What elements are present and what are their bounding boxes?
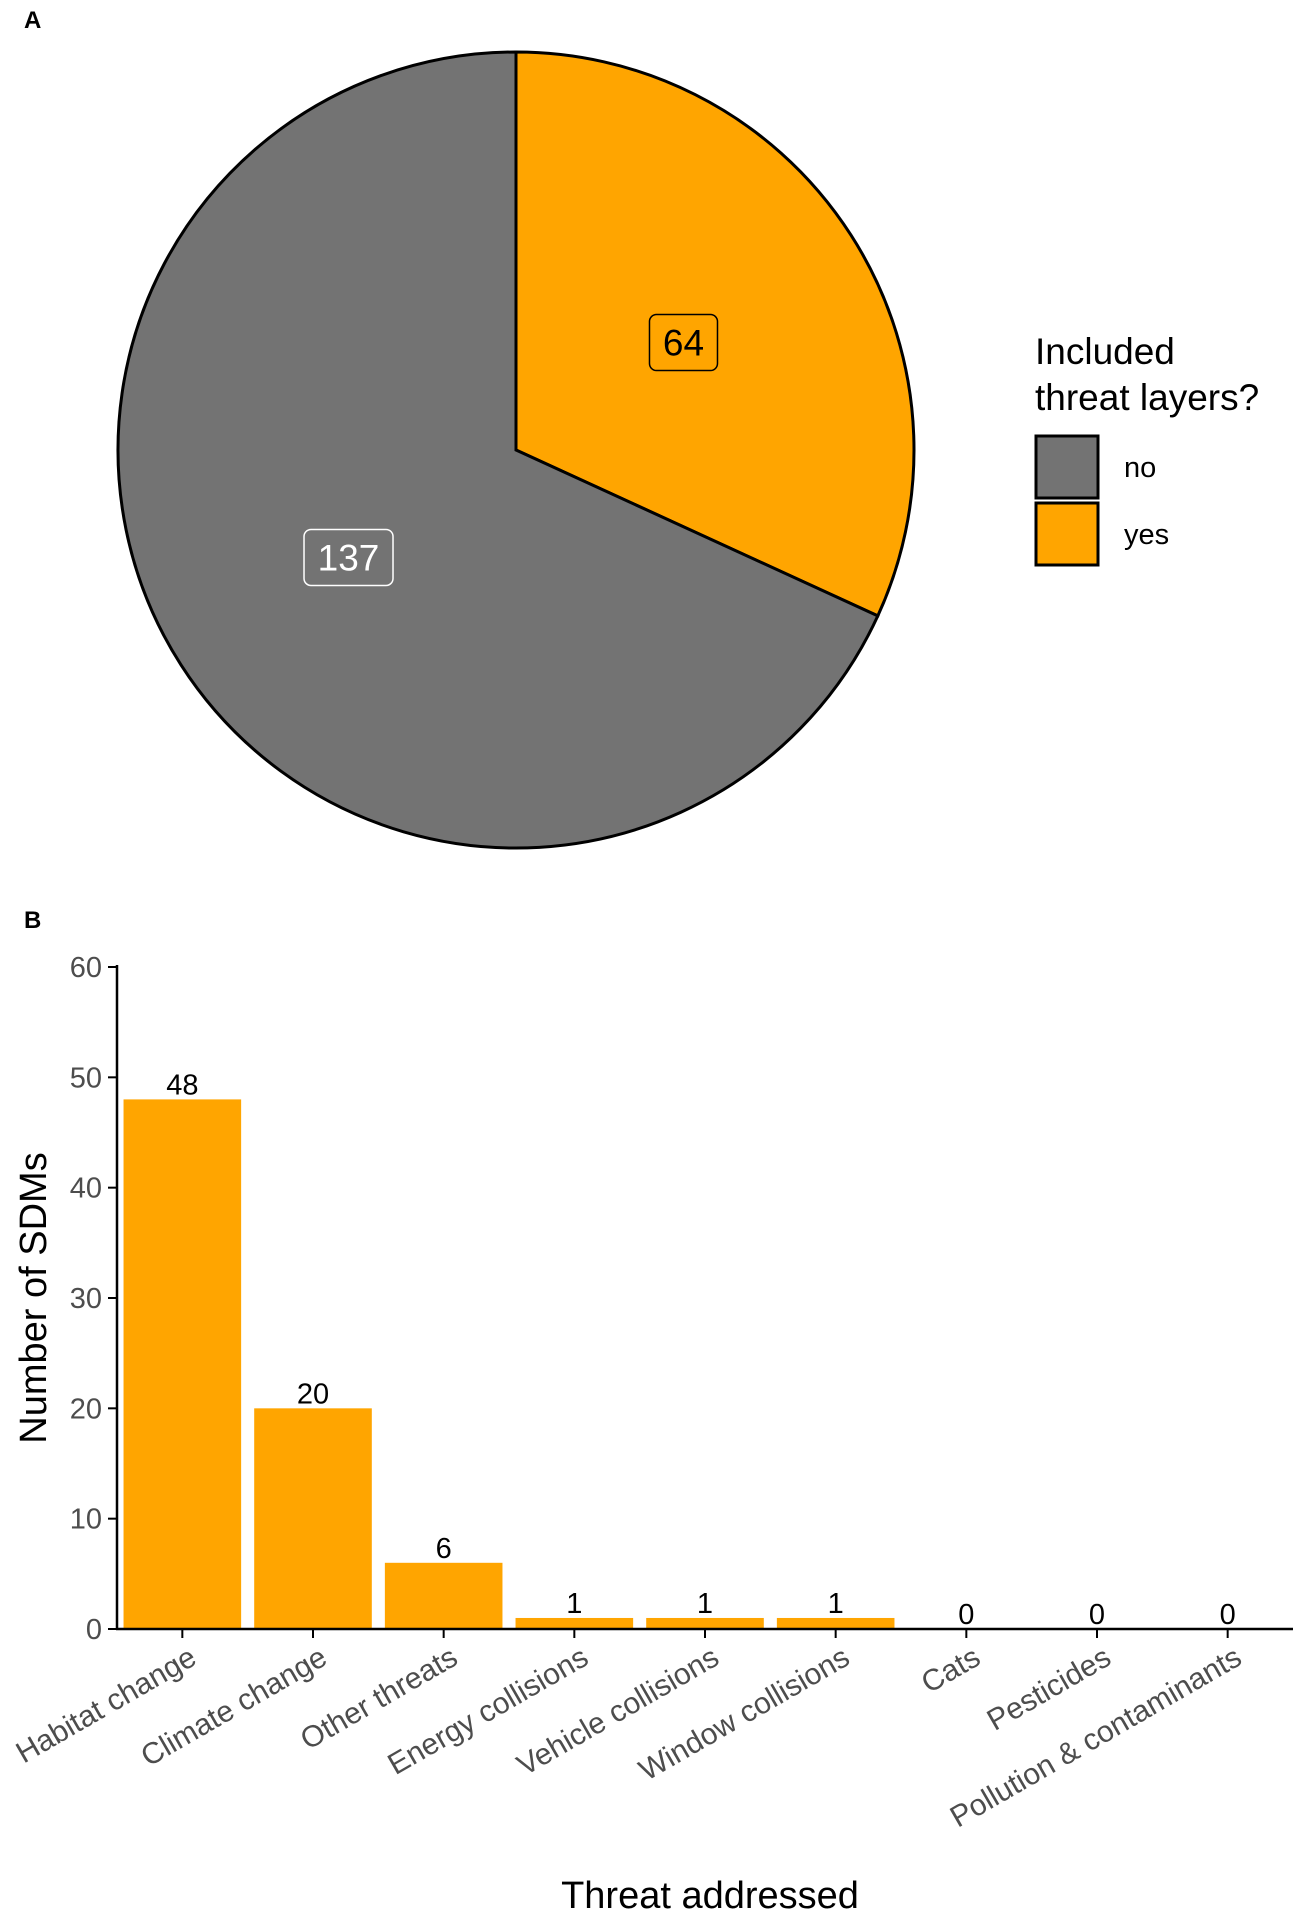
x-axis-title: Threat addressed bbox=[561, 1875, 859, 1914]
bar-value-label-pollution-contaminants: 0 bbox=[1220, 1599, 1236, 1631]
pie-label-box-yes bbox=[648, 313, 719, 372]
bar-other-threats bbox=[384, 1562, 503, 1629]
legend-key-no bbox=[1034, 434, 1100, 500]
legend-label-no: no bbox=[1124, 452, 1156, 484]
bar-value-label-pesticides: 0 bbox=[1089, 1599, 1105, 1631]
pie-legend: Included threat layers? no yes bbox=[1034, 331, 1259, 567]
y-tick-label-40: 40 bbox=[70, 1173, 102, 1205]
pie-label-yes: 64 bbox=[663, 323, 704, 364]
bar-vehicle-collisions bbox=[646, 1617, 764, 1629]
bar-value-label-energy-collisions: 1 bbox=[566, 1588, 582, 1620]
bar-value-label-window-collisions: 1 bbox=[828, 1588, 844, 1620]
legend-label-yes: yes bbox=[1124, 519, 1169, 551]
bar-value-label-other-threats: 6 bbox=[436, 1533, 452, 1565]
pie-slice-no bbox=[116, 50, 880, 850]
y-tick-label-50: 50 bbox=[70, 1062, 102, 1094]
x-tick-label-window-collisions: Window collisions bbox=[634, 1640, 856, 1787]
bar-window-collisions bbox=[776, 1617, 895, 1629]
bar-value-label-habitat-change: 48 bbox=[166, 1069, 198, 1101]
y-axis-title: Number of SDMs bbox=[13, 1152, 55, 1443]
legend-title-line-2: threat layers? bbox=[1035, 377, 1259, 418]
y-tick-label-30: 30 bbox=[70, 1283, 102, 1315]
y-tick-label-10: 10 bbox=[70, 1504, 102, 1536]
y-tick-label-0: 0 bbox=[86, 1614, 102, 1646]
bar-value-label-vehicle-collisions: 1 bbox=[697, 1588, 713, 1620]
legend-title-line-1: Included bbox=[1035, 331, 1175, 372]
y-tick-label-60: 60 bbox=[70, 952, 102, 984]
pie-chart: 64 137 bbox=[116, 50, 916, 850]
bar-climate-change bbox=[254, 1408, 372, 1629]
pie-label-box-no bbox=[303, 528, 394, 587]
legend-key-yes bbox=[1034, 501, 1100, 567]
y-tick-label-20: 20 bbox=[70, 1393, 102, 1425]
bar-habitat-change bbox=[123, 1099, 242, 1629]
bar-value-label-climate-change: 20 bbox=[297, 1378, 329, 1410]
x-tick-label-cats: Cats bbox=[916, 1640, 986, 1699]
panel-b-letter: B bbox=[24, 907, 41, 934]
pie-label-no: 137 bbox=[318, 537, 380, 578]
panel-a-letter: A bbox=[24, 7, 41, 34]
bar-energy-collisions bbox=[515, 1617, 634, 1629]
bar-value-label-cats: 0 bbox=[958, 1599, 974, 1631]
